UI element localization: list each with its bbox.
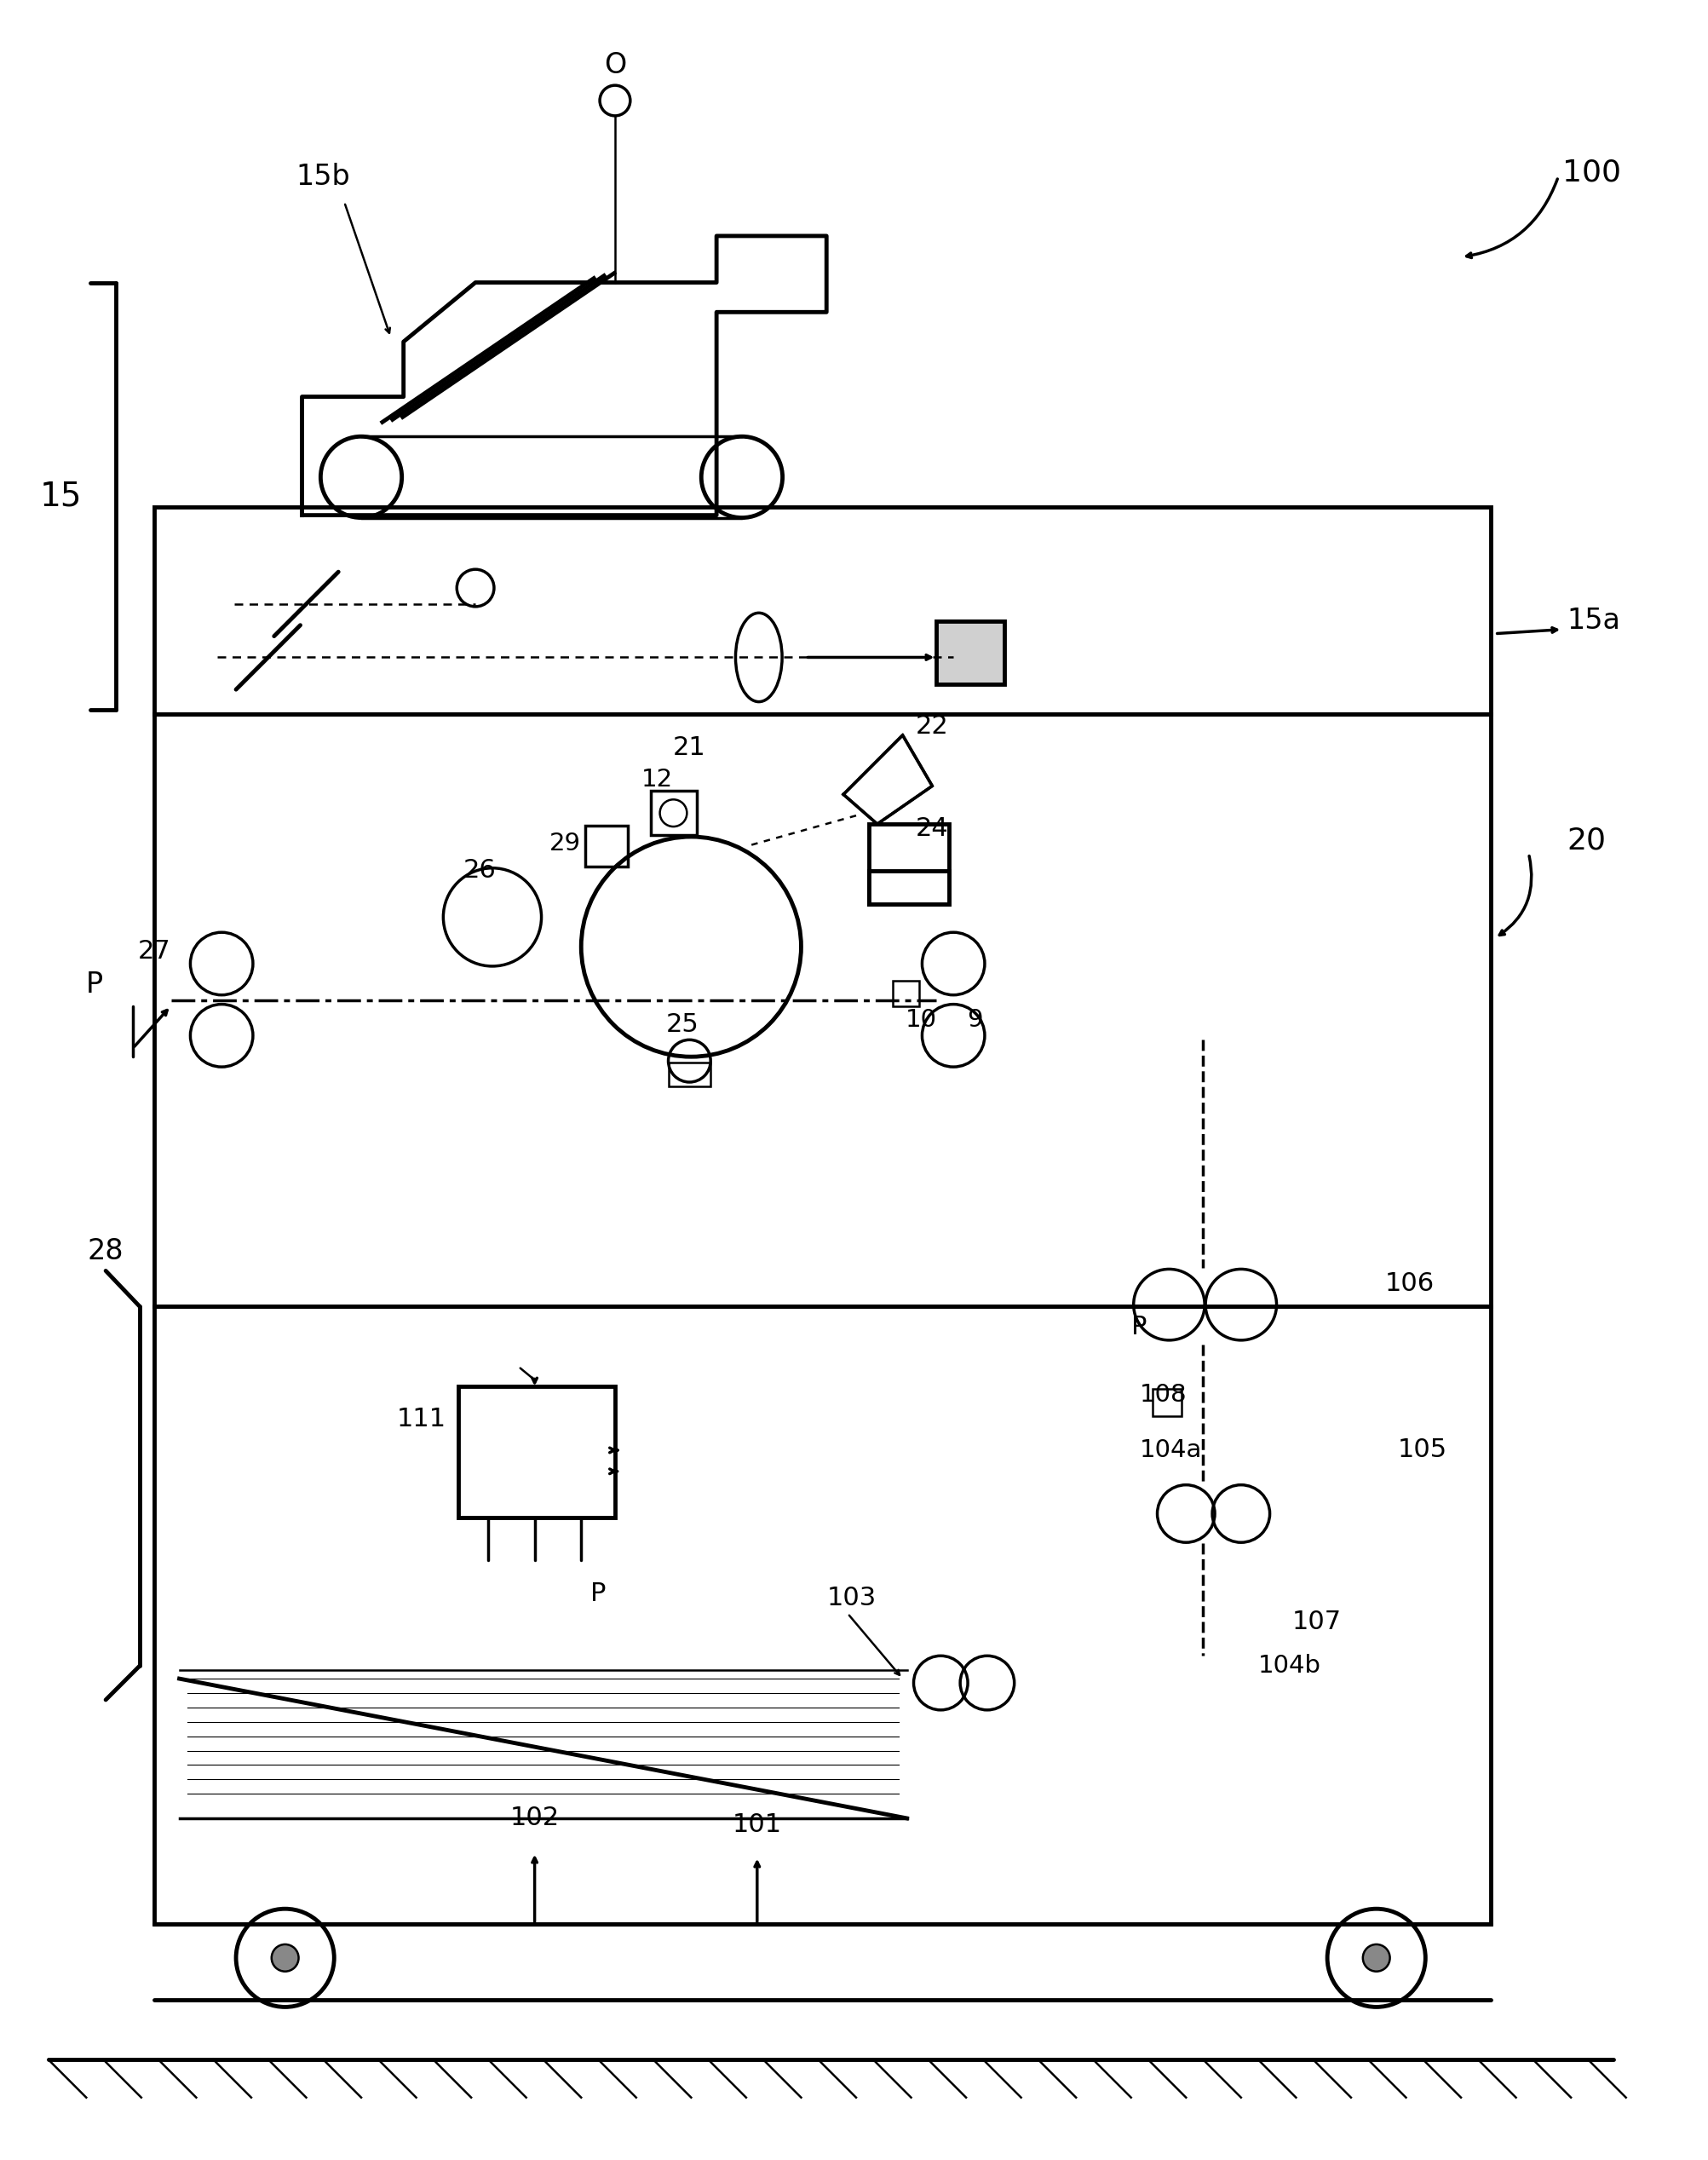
Bar bbox=[586, 825, 629, 866]
Bar bbox=[869, 870, 950, 905]
Circle shape bbox=[702, 436, 782, 518]
Text: 101: 101 bbox=[733, 1812, 782, 1838]
Bar bbox=[154, 508, 1491, 715]
Text: 26: 26 bbox=[463, 858, 495, 883]
Text: 27: 27 bbox=[137, 940, 171, 963]
Text: 105: 105 bbox=[1397, 1439, 1447, 1462]
Text: 12: 12 bbox=[642, 769, 673, 793]
Text: 103: 103 bbox=[827, 1585, 876, 1611]
Text: 106: 106 bbox=[1385, 1270, 1435, 1296]
Bar bbox=[1153, 1389, 1182, 1417]
Circle shape bbox=[581, 836, 801, 1056]
Text: 20: 20 bbox=[1566, 827, 1606, 855]
Text: 22: 22 bbox=[915, 715, 948, 739]
Circle shape bbox=[236, 1909, 335, 2007]
Circle shape bbox=[272, 1944, 299, 1972]
Circle shape bbox=[1363, 1944, 1390, 1972]
Text: 102: 102 bbox=[511, 1806, 560, 1832]
Text: 25: 25 bbox=[666, 1013, 699, 1037]
Text: 9: 9 bbox=[967, 1009, 982, 1032]
Text: 28: 28 bbox=[87, 1238, 125, 1266]
Text: P: P bbox=[591, 1581, 606, 1607]
Text: 107: 107 bbox=[1291, 1609, 1341, 1635]
Bar bbox=[154, 715, 1491, 1307]
Bar bbox=[668, 1063, 711, 1086]
Circle shape bbox=[321, 436, 401, 518]
Text: 108: 108 bbox=[1139, 1382, 1187, 1406]
Text: 29: 29 bbox=[550, 832, 581, 855]
Bar bbox=[651, 791, 697, 836]
Bar bbox=[936, 620, 1004, 685]
Text: 100: 100 bbox=[1563, 158, 1621, 188]
Text: 21: 21 bbox=[673, 737, 705, 760]
Circle shape bbox=[1327, 1909, 1426, 2007]
Text: 104a: 104a bbox=[1139, 1439, 1202, 1462]
Bar bbox=[458, 1387, 615, 1518]
Text: 15a: 15a bbox=[1566, 607, 1621, 635]
Text: 15b: 15b bbox=[295, 162, 350, 190]
Bar bbox=[893, 981, 919, 1007]
Text: 111: 111 bbox=[396, 1406, 446, 1432]
Bar bbox=[154, 1307, 1491, 1925]
Text: P: P bbox=[1132, 1315, 1148, 1339]
Bar bbox=[869, 823, 950, 905]
Text: P: P bbox=[85, 970, 102, 998]
Text: 104b: 104b bbox=[1259, 1655, 1320, 1678]
Text: O: O bbox=[605, 52, 627, 80]
Text: 24: 24 bbox=[915, 816, 948, 840]
Text: 15: 15 bbox=[39, 480, 82, 512]
Text: 10: 10 bbox=[905, 1009, 938, 1032]
